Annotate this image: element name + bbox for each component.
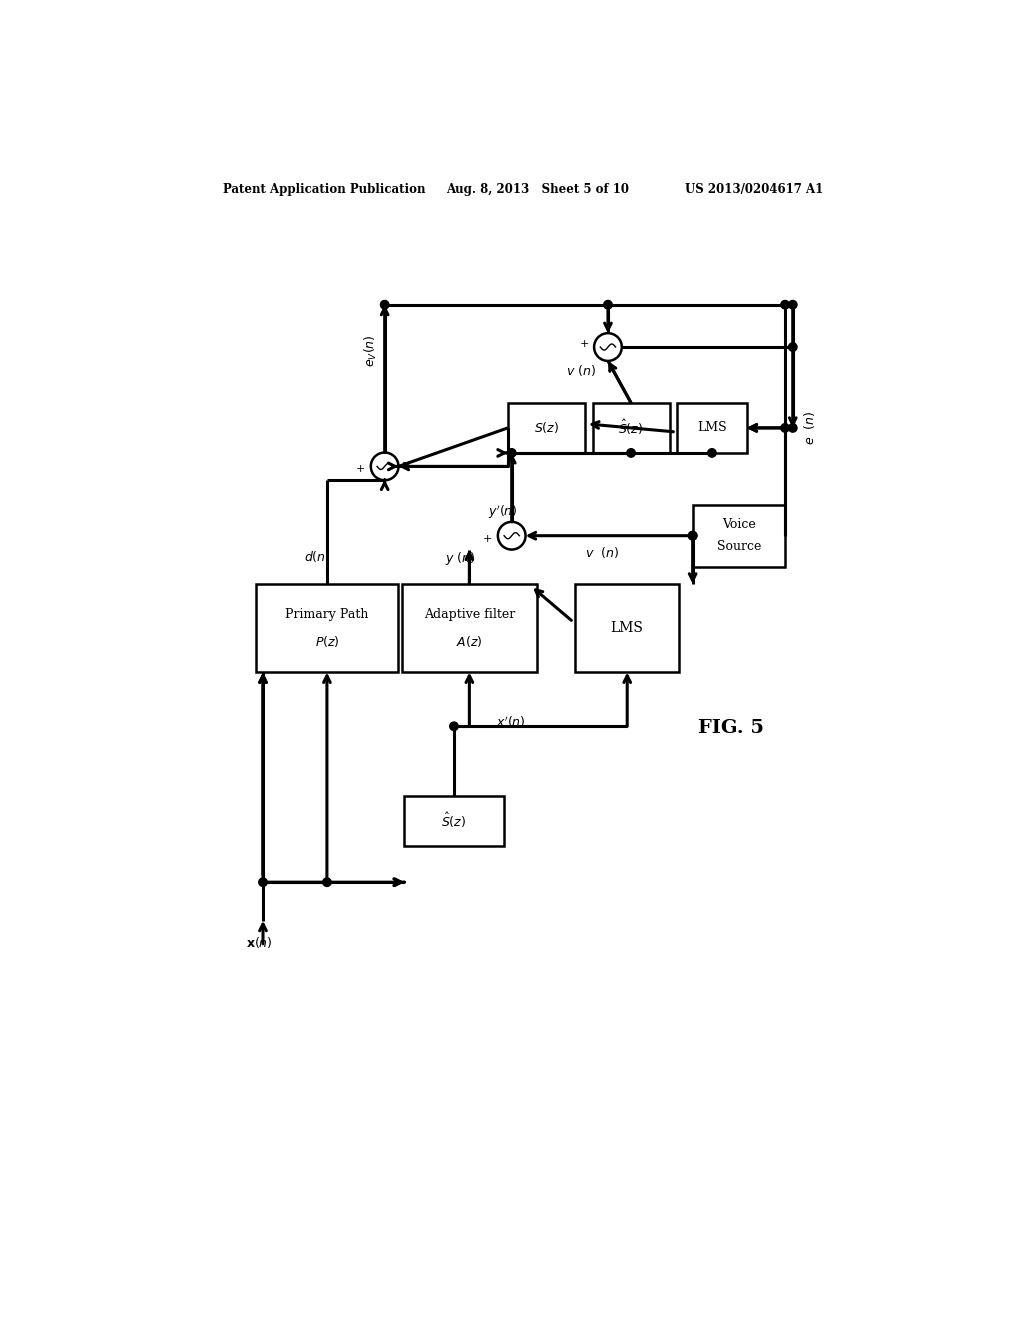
Text: $y\ (n)$: $y\ (n)$ [445, 550, 475, 568]
Circle shape [381, 301, 389, 309]
Text: +: + [483, 533, 493, 544]
Circle shape [781, 301, 790, 309]
Text: US 2013/0204617 A1: US 2013/0204617 A1 [685, 183, 823, 197]
Text: Source: Source [717, 540, 761, 553]
Circle shape [604, 301, 612, 309]
Circle shape [498, 521, 525, 549]
Circle shape [627, 449, 635, 457]
Text: −: − [606, 367, 615, 376]
Bar [508, 403, 585, 453]
Text: $\hat{S}$$(z)$: $\hat{S}$$(z)$ [441, 810, 467, 830]
Bar [692, 504, 785, 566]
Text: $x'(n)$: $x'(n)$ [497, 714, 526, 730]
Text: Primary Path: Primary Path [286, 607, 369, 620]
Text: $v\ \ (n)$: $v\ \ (n)$ [585, 545, 620, 560]
Text: +: + [580, 339, 589, 348]
Circle shape [788, 343, 797, 351]
Circle shape [371, 453, 398, 480]
Bar [677, 403, 746, 453]
Circle shape [688, 532, 697, 540]
Text: $e\ \ (n)$: $e\ \ (n)$ [802, 411, 817, 445]
Text: $\hat{S}$$(z)$: $\hat{S}$$(z)$ [618, 418, 644, 437]
Text: $P(z)$: $P(z)$ [314, 635, 339, 649]
Text: $v\ (n)$: $v\ (n)$ [566, 363, 596, 378]
Circle shape [788, 301, 797, 309]
Circle shape [594, 333, 622, 360]
Text: $A(z)$: $A(z)$ [456, 635, 482, 649]
Bar [403, 796, 504, 846]
Text: $\mathbf{x}(n)$: $\mathbf{x}(n)$ [246, 935, 272, 949]
Circle shape [450, 722, 458, 730]
Bar [256, 583, 398, 672]
Text: $y'(n)$: $y'(n)$ [487, 504, 517, 521]
Text: LMS: LMS [697, 421, 727, 434]
Text: Patent Application Publication: Patent Application Publication [223, 183, 425, 197]
Circle shape [788, 424, 797, 432]
Text: FIG. 5: FIG. 5 [698, 719, 764, 737]
Circle shape [259, 878, 267, 887]
Circle shape [323, 878, 331, 887]
Circle shape [688, 532, 697, 540]
Bar [402, 583, 537, 672]
Text: Aug. 8, 2013   Sheet 5 of 10: Aug. 8, 2013 Sheet 5 of 10 [446, 183, 630, 197]
Text: $e_V(n)$: $e_V(n)$ [362, 334, 379, 367]
Bar [575, 583, 679, 672]
Circle shape [708, 449, 716, 457]
Text: $d(n)$: $d(n)$ [304, 549, 331, 565]
Text: +: + [356, 465, 366, 474]
Text: Adaptive filter: Adaptive filter [424, 607, 515, 620]
Text: Voice: Voice [722, 519, 756, 532]
Text: $S(z)$: $S(z)$ [534, 420, 559, 436]
Text: LMS: LMS [610, 622, 644, 635]
Circle shape [781, 424, 790, 432]
Text: −: − [401, 458, 411, 469]
Bar [593, 403, 670, 453]
Circle shape [508, 449, 516, 457]
